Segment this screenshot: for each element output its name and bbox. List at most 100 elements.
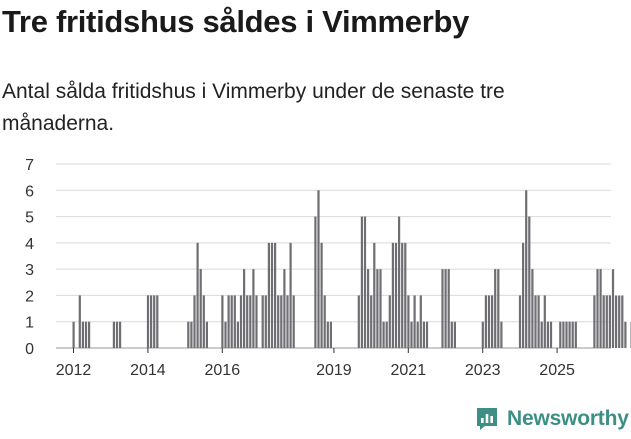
x-axis-ticks: 2012 2014 2016 2019 2021 2023 2025: [56, 348, 575, 379]
bar: [202, 295, 205, 348]
bar: [81, 321, 84, 348]
grid-lines: [56, 163, 611, 349]
bar: [370, 295, 373, 348]
bar: [280, 295, 283, 348]
bar: [518, 295, 522, 348]
bar: [494, 269, 497, 348]
bar: [193, 295, 196, 348]
bar: [453, 321, 456, 348]
bar: [196, 242, 199, 348]
bar: [441, 269, 444, 348]
bar: [447, 269, 450, 348]
bar: [596, 269, 599, 348]
bar: [407, 295, 410, 348]
bar: [267, 242, 270, 348]
y-tick-label: 3: [25, 262, 34, 279]
bar: [153, 295, 156, 348]
bar: [119, 321, 122, 348]
bar: [611, 269, 615, 348]
bar: [221, 295, 224, 348]
bar: [565, 321, 568, 348]
bar: [243, 269, 246, 348]
bar: [187, 321, 190, 348]
bar: [444, 269, 447, 348]
bar: [270, 242, 274, 348]
x-tick-label: 2012: [56, 362, 92, 379]
bar: [618, 295, 621, 348]
bar: [292, 295, 295, 348]
bar: [249, 295, 252, 348]
bar: [277, 295, 280, 348]
bar: [522, 242, 525, 348]
bar: [599, 269, 602, 348]
bar: [227, 295, 230, 348]
bar: [574, 321, 577, 348]
y-tick-label: 4: [25, 236, 34, 253]
bar: [382, 321, 385, 348]
bar: [525, 190, 528, 348]
chart-subtitle: Antal sålda fritidshus i Vimmerby under …: [2, 80, 505, 135]
bar: [531, 269, 534, 348]
bar: [314, 216, 317, 348]
bar: [84, 321, 88, 348]
bar: [264, 295, 267, 348]
bar: [404, 242, 407, 348]
bar: [239, 295, 243, 348]
bar: [360, 216, 363, 348]
bar: [450, 321, 453, 348]
bar: [274, 242, 277, 348]
bar: [624, 321, 627, 348]
bar: [286, 295, 289, 348]
x-tick-label: 2016: [205, 362, 241, 379]
bar: [246, 295, 249, 348]
newsworthy-logo: Newsworthy: [476, 407, 629, 431]
chart-title: Tre fritidshus såldes i Vimmerby: [2, 4, 470, 39]
y-tick-label: 5: [25, 210, 34, 227]
bar: [568, 321, 571, 348]
bar: [487, 295, 491, 348]
bar: [540, 321, 543, 348]
bar: [484, 295, 487, 348]
bar: [481, 321, 484, 348]
bar: [602, 295, 605, 348]
bar: [373, 242, 376, 348]
bar: [78, 295, 81, 348]
bar: [528, 216, 531, 348]
brand-name: Newsworthy: [507, 407, 629, 430]
y-tick-label: 0: [25, 341, 34, 358]
y-tick-label: 2: [25, 288, 34, 305]
bar: [320, 242, 323, 348]
bar: [621, 295, 624, 348]
bar: [416, 321, 419, 348]
bar: [491, 295, 494, 348]
bar: [88, 321, 91, 348]
bar: [410, 321, 413, 348]
bar: [500, 321, 503, 348]
bar: [230, 295, 233, 348]
bar: [323, 295, 326, 348]
bar: [401, 242, 404, 348]
bar: [146, 295, 150, 348]
bar: [72, 321, 75, 348]
bar: [156, 295, 159, 348]
bar: [571, 321, 574, 348]
bar: [150, 295, 153, 348]
bar: [236, 321, 239, 348]
bar: [252, 269, 255, 348]
bar: [391, 242, 394, 348]
bar: [497, 269, 500, 348]
bar: [385, 321, 388, 348]
bar: [255, 295, 258, 348]
newsworthy-logo-icon: [477, 408, 497, 430]
y-tick-label: 7: [25, 157, 34, 174]
bar: [329, 321, 332, 348]
bar: [605, 295, 608, 348]
y-tick-label: 6: [25, 183, 34, 200]
x-tick-label: 2021: [391, 362, 427, 379]
bar: [233, 295, 236, 348]
bar: [367, 269, 370, 348]
bar: [357, 295, 360, 348]
bar: [562, 321, 565, 348]
bar: [115, 321, 119, 348]
